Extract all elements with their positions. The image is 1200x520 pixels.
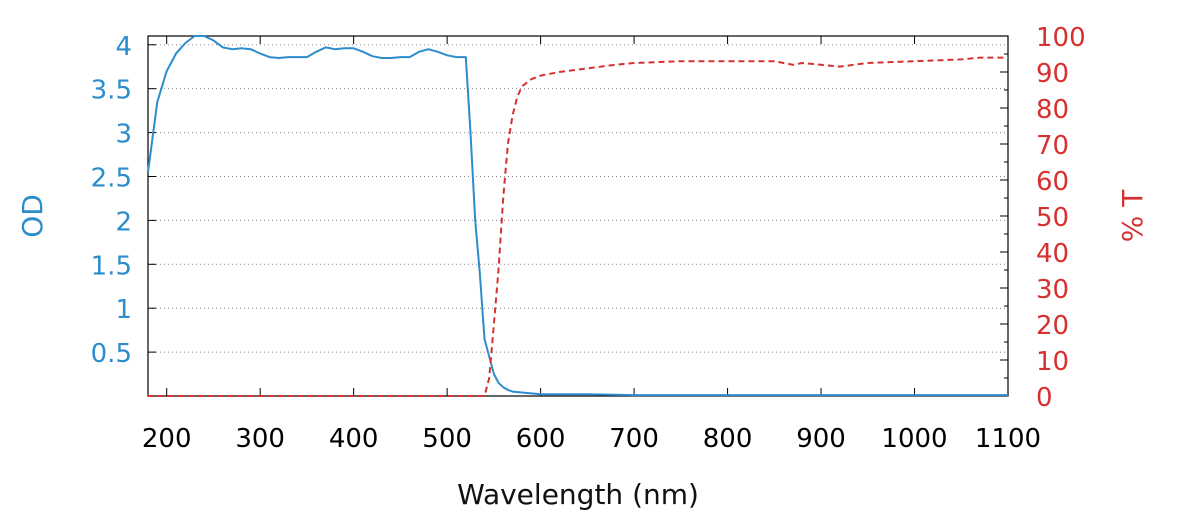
y-right-tick-label: 30 xyxy=(1036,275,1069,305)
y-right-tick-label: 70 xyxy=(1036,131,1069,161)
x-tick-label: 900 xyxy=(796,424,846,454)
y-right-tick-label: 10 xyxy=(1036,347,1069,377)
y-left-tick-label: 0.5 xyxy=(91,339,132,369)
y-right-tick-label: 90 xyxy=(1036,59,1069,89)
series-lines xyxy=(147,35,1008,397)
x-tick-label: 400 xyxy=(329,424,379,454)
y-axis-right-label: % T xyxy=(1116,189,1149,243)
y-axis-left-label: OD xyxy=(16,194,49,238)
y-right-tick-label: 50 xyxy=(1036,203,1069,233)
x-tick-label: 500 xyxy=(422,424,472,454)
od-series-line xyxy=(147,35,1008,397)
y-right-tick-label: 0 xyxy=(1036,383,1053,413)
y-left-tick-label: 3 xyxy=(115,120,132,150)
y-left-tick-label: 4 xyxy=(115,32,132,62)
tick-labels: 0.511.522.533.54010203040506070809010020… xyxy=(91,23,1086,454)
y-right-tick-label: 20 xyxy=(1036,311,1069,341)
x-axis-label: Wavelength (nm) xyxy=(457,478,699,511)
x-tick-label: 1100 xyxy=(975,424,1041,454)
plot-frame xyxy=(147,35,1009,397)
gridlines xyxy=(148,44,1008,353)
y-right-tick-label: 80 xyxy=(1036,95,1069,125)
y-left-tick-label: 1 xyxy=(115,295,132,325)
transmission-series-line xyxy=(148,56,1008,397)
y-right-tick-label: 40 xyxy=(1036,239,1069,269)
x-tick-label: 600 xyxy=(516,424,566,454)
x-tick-label: 700 xyxy=(609,424,659,454)
x-tick-label: 200 xyxy=(142,424,192,454)
x-tick-label: 300 xyxy=(235,424,285,454)
y-left-tick-label: 2.5 xyxy=(91,163,132,193)
y-right-tick-label: 100 xyxy=(1036,23,1086,53)
x-tick-label: 1000 xyxy=(881,424,947,454)
y-left-tick-label: 3.5 xyxy=(91,76,132,106)
y-left-tick-label: 2 xyxy=(115,207,132,237)
y-left-tick-label: 1.5 xyxy=(91,251,132,281)
axes xyxy=(147,35,1009,397)
x-tick-label: 800 xyxy=(703,424,753,454)
y-right-tick-label: 60 xyxy=(1036,167,1069,197)
